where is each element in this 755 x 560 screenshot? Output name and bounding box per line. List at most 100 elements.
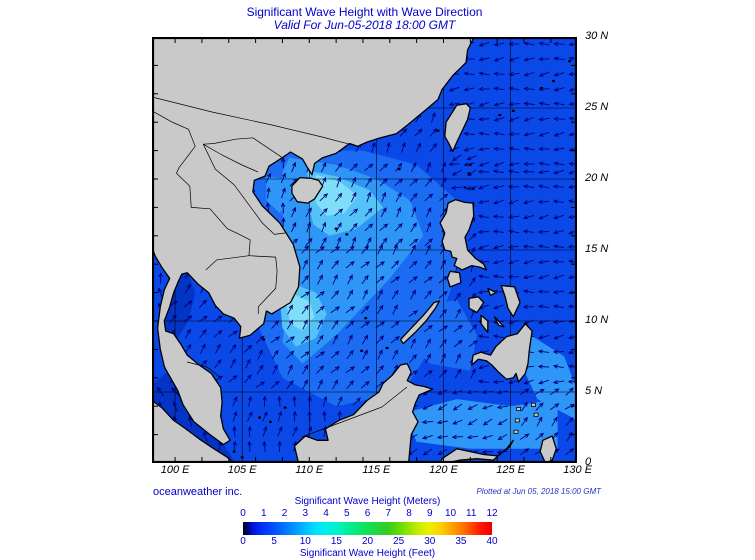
islet (530, 402, 536, 407)
wave-arrow (509, 319, 519, 323)
wave-arrow (480, 101, 490, 106)
valid-time-subtitle: Valid For Jun-05-2018 18:00 GMT (273, 18, 456, 32)
wave-arrow (439, 310, 446, 318)
wave-arrow (525, 117, 535, 121)
islet (240, 456, 244, 459)
wave-arrow (494, 186, 504, 188)
wave-arrow (319, 194, 327, 202)
wave-arrow (198, 300, 206, 309)
wave-arrow (524, 379, 534, 384)
x-axis-label: 125 E (496, 464, 525, 476)
wave-arrow (332, 275, 337, 285)
border-vietnam-laos (202, 144, 286, 235)
legend-tick: 8 (406, 508, 412, 519)
wave-arrow (285, 351, 293, 359)
wave-arrow (509, 246, 520, 247)
wave-arrow (554, 321, 565, 322)
wave-arrow (289, 179, 297, 187)
wave-arrow (292, 427, 297, 437)
wave-arrow (331, 261, 339, 269)
wave-arrow (414, 129, 422, 137)
wave-arrow (554, 201, 565, 202)
wave-arrow (555, 58, 565, 59)
wave-arrow (228, 331, 237, 338)
x-axis-label: 130 E (563, 464, 593, 476)
wave-arrow (423, 434, 433, 438)
wave-arrow (409, 355, 417, 363)
wave-arrow (439, 340, 446, 348)
wave-arrow (395, 193, 401, 203)
wave-arrow (483, 434, 493, 438)
wave-arrow (453, 419, 463, 424)
wave-arrow (300, 292, 309, 299)
legend-tick: 2 (281, 508, 288, 519)
wave-arrow (265, 174, 270, 183)
wave-arrow (360, 322, 369, 329)
wave-arrow (539, 214, 549, 219)
wave-arrow (539, 274, 549, 278)
wave-arrow (510, 104, 520, 105)
wave-arrow (315, 307, 324, 314)
wave-arrow (510, 116, 520, 121)
legend-tick: 40 (486, 536, 498, 547)
wave-arrow (424, 448, 433, 455)
wave-arrow (521, 403, 528, 412)
islet (463, 186, 467, 189)
wave-arrow (540, 71, 550, 76)
wave-arrow (484, 418, 493, 425)
islet (511, 109, 515, 112)
wave-arrow (200, 345, 205, 354)
wave-arrow (479, 364, 489, 368)
wave-arrow (409, 194, 417, 202)
wave-arrow (524, 186, 535, 187)
wave-arrow (375, 262, 384, 269)
wave-arrow (364, 224, 373, 232)
wave-arrow (453, 341, 462, 348)
wave-arrow (495, 74, 505, 75)
wave-arrow (468, 436, 478, 437)
land-panay (468, 296, 485, 314)
wave-arrow (399, 129, 407, 137)
wave-arrow (169, 315, 176, 324)
x-axis-label: 120 E (429, 464, 458, 476)
wave-arrow (539, 367, 550, 368)
wave-arrow (554, 274, 564, 278)
wave-arrow (158, 388, 164, 397)
wave-arrow (386, 143, 389, 153)
wave-arrow (302, 260, 307, 270)
wave-arrow (262, 412, 267, 422)
wave-arrow (479, 381, 490, 382)
legend-tick: 4 (323, 508, 329, 519)
wave-arrow (540, 89, 550, 90)
wave-arrow (554, 231, 565, 233)
page-title: Significant Wave Height with Wave Direct… (246, 5, 483, 19)
wave-arrow (317, 320, 322, 330)
wave-arrow (315, 292, 324, 299)
wave-arrow (349, 164, 357, 172)
wave-arrow (316, 366, 324, 374)
wave-arrow (257, 350, 262, 360)
wave-arrow (480, 58, 490, 60)
wave-arrow (555, 148, 565, 150)
islet (258, 416, 262, 419)
islet (232, 450, 236, 453)
wave-height-patch (313, 174, 358, 216)
islet (514, 418, 520, 423)
wave-arrow (390, 277, 399, 284)
wave-arrow (392, 351, 398, 360)
wave-arrow (479, 244, 489, 249)
wave-arrow (415, 143, 421, 153)
wave-arrow (335, 164, 342, 172)
wave-arrow (494, 304, 504, 308)
wave-arrow (525, 58, 535, 60)
wave-arrow (409, 239, 418, 247)
wave-arrow (364, 209, 372, 217)
wave-arrow (424, 239, 432, 247)
wave-arrow (215, 345, 220, 354)
wave-height-map (151, 36, 580, 464)
wave-arrow (271, 321, 279, 329)
wave-arrow (247, 412, 252, 422)
wave-arrow (469, 418, 478, 424)
wave-arrow (376, 366, 383, 374)
legend-tick: 20 (361, 536, 374, 547)
